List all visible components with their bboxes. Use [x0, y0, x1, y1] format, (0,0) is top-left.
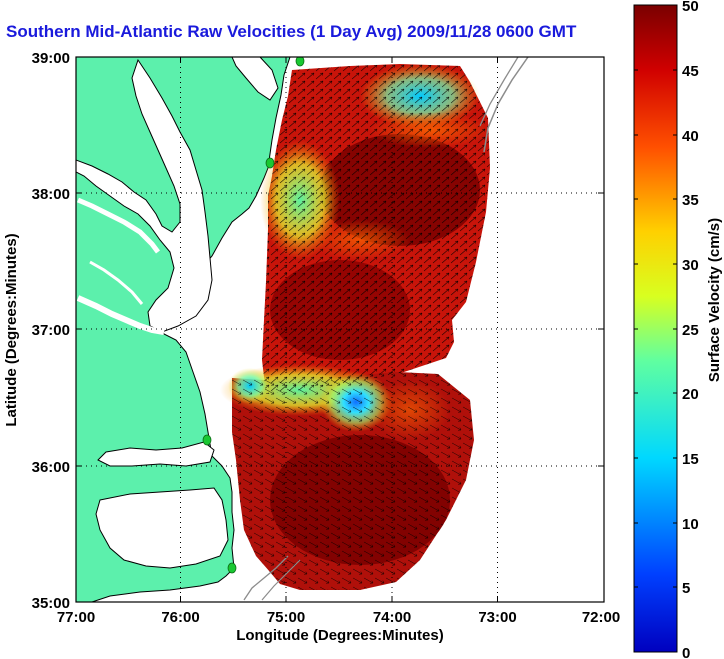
colorbar-tick-label: 20: [682, 386, 699, 403]
radar-station-marker: [227, 562, 237, 574]
velocity-arrows-north: [262, 64, 490, 394]
radar-station-marker: [265, 157, 275, 169]
velocity-arrows-south: [232, 372, 474, 590]
colorbar-tick-label: 5: [682, 580, 690, 597]
y-tick-label: 39:00: [32, 50, 70, 67]
shelf-contour-south-2: [261, 559, 301, 601]
x-axis-label: Longitude (Degrees:Minutes): [236, 627, 444, 644]
x-tick-label: 77:00: [57, 609, 95, 626]
colorbar-tick-label: 30: [682, 257, 699, 274]
y-axis-label: Latitude (Degrees:Minutes): [3, 233, 20, 426]
delaware-bay: [231, 57, 279, 101]
potomac-river: [77, 197, 160, 254]
james-river: [76, 295, 165, 335]
map-title: Southern Mid-Atlantic Raw Velocities (1 …: [6, 22, 577, 41]
colorbar: [633, 4, 678, 653]
x-tick-label: 75:00: [267, 609, 305, 626]
chesapeake-bay: [76, 58, 213, 333]
y-tick-label: 37:00: [32, 322, 70, 339]
colorbar-tick-label: 45: [682, 63, 699, 80]
colorbar-tick-label: 40: [682, 128, 699, 145]
colorbar-tick-label: 35: [682, 192, 699, 209]
x-tick-label: 73:00: [478, 609, 516, 626]
colorbar-tick-label: 50: [682, 0, 699, 15]
y-tick-label: 38:00: [32, 186, 70, 203]
grid-lines: [76, 57, 604, 602]
albemarle-sound: [97, 441, 215, 467]
colorbar-label: Surface Velocity (cm/s): [706, 218, 723, 382]
axis-ticks: [76, 57, 604, 602]
radar-station-marker: [295, 57, 305, 67]
y-tick-label: 36:00: [32, 459, 70, 476]
colorbar-tick-label: 10: [682, 516, 699, 533]
x-tick-label: 76:00: [161, 609, 199, 626]
colorbar-tick-label: 25: [682, 322, 699, 339]
x-tick-label: 72:00: [582, 609, 620, 626]
shelf-contour-south: [243, 555, 289, 601]
radar-station-marker: [202, 434, 212, 446]
y-tick-label: 35:00: [32, 595, 70, 612]
colorbar-tick-label: 15: [682, 451, 699, 468]
x-tick-label: 74:00: [373, 609, 411, 626]
pamlico-sound: [95, 487, 229, 569]
york-river: [89, 260, 144, 305]
shelf-contour-outer: [483, 57, 529, 153]
colorbar-ticks: [634, 69, 677, 588]
colorbar-tick-label: 0: [682, 645, 690, 659]
